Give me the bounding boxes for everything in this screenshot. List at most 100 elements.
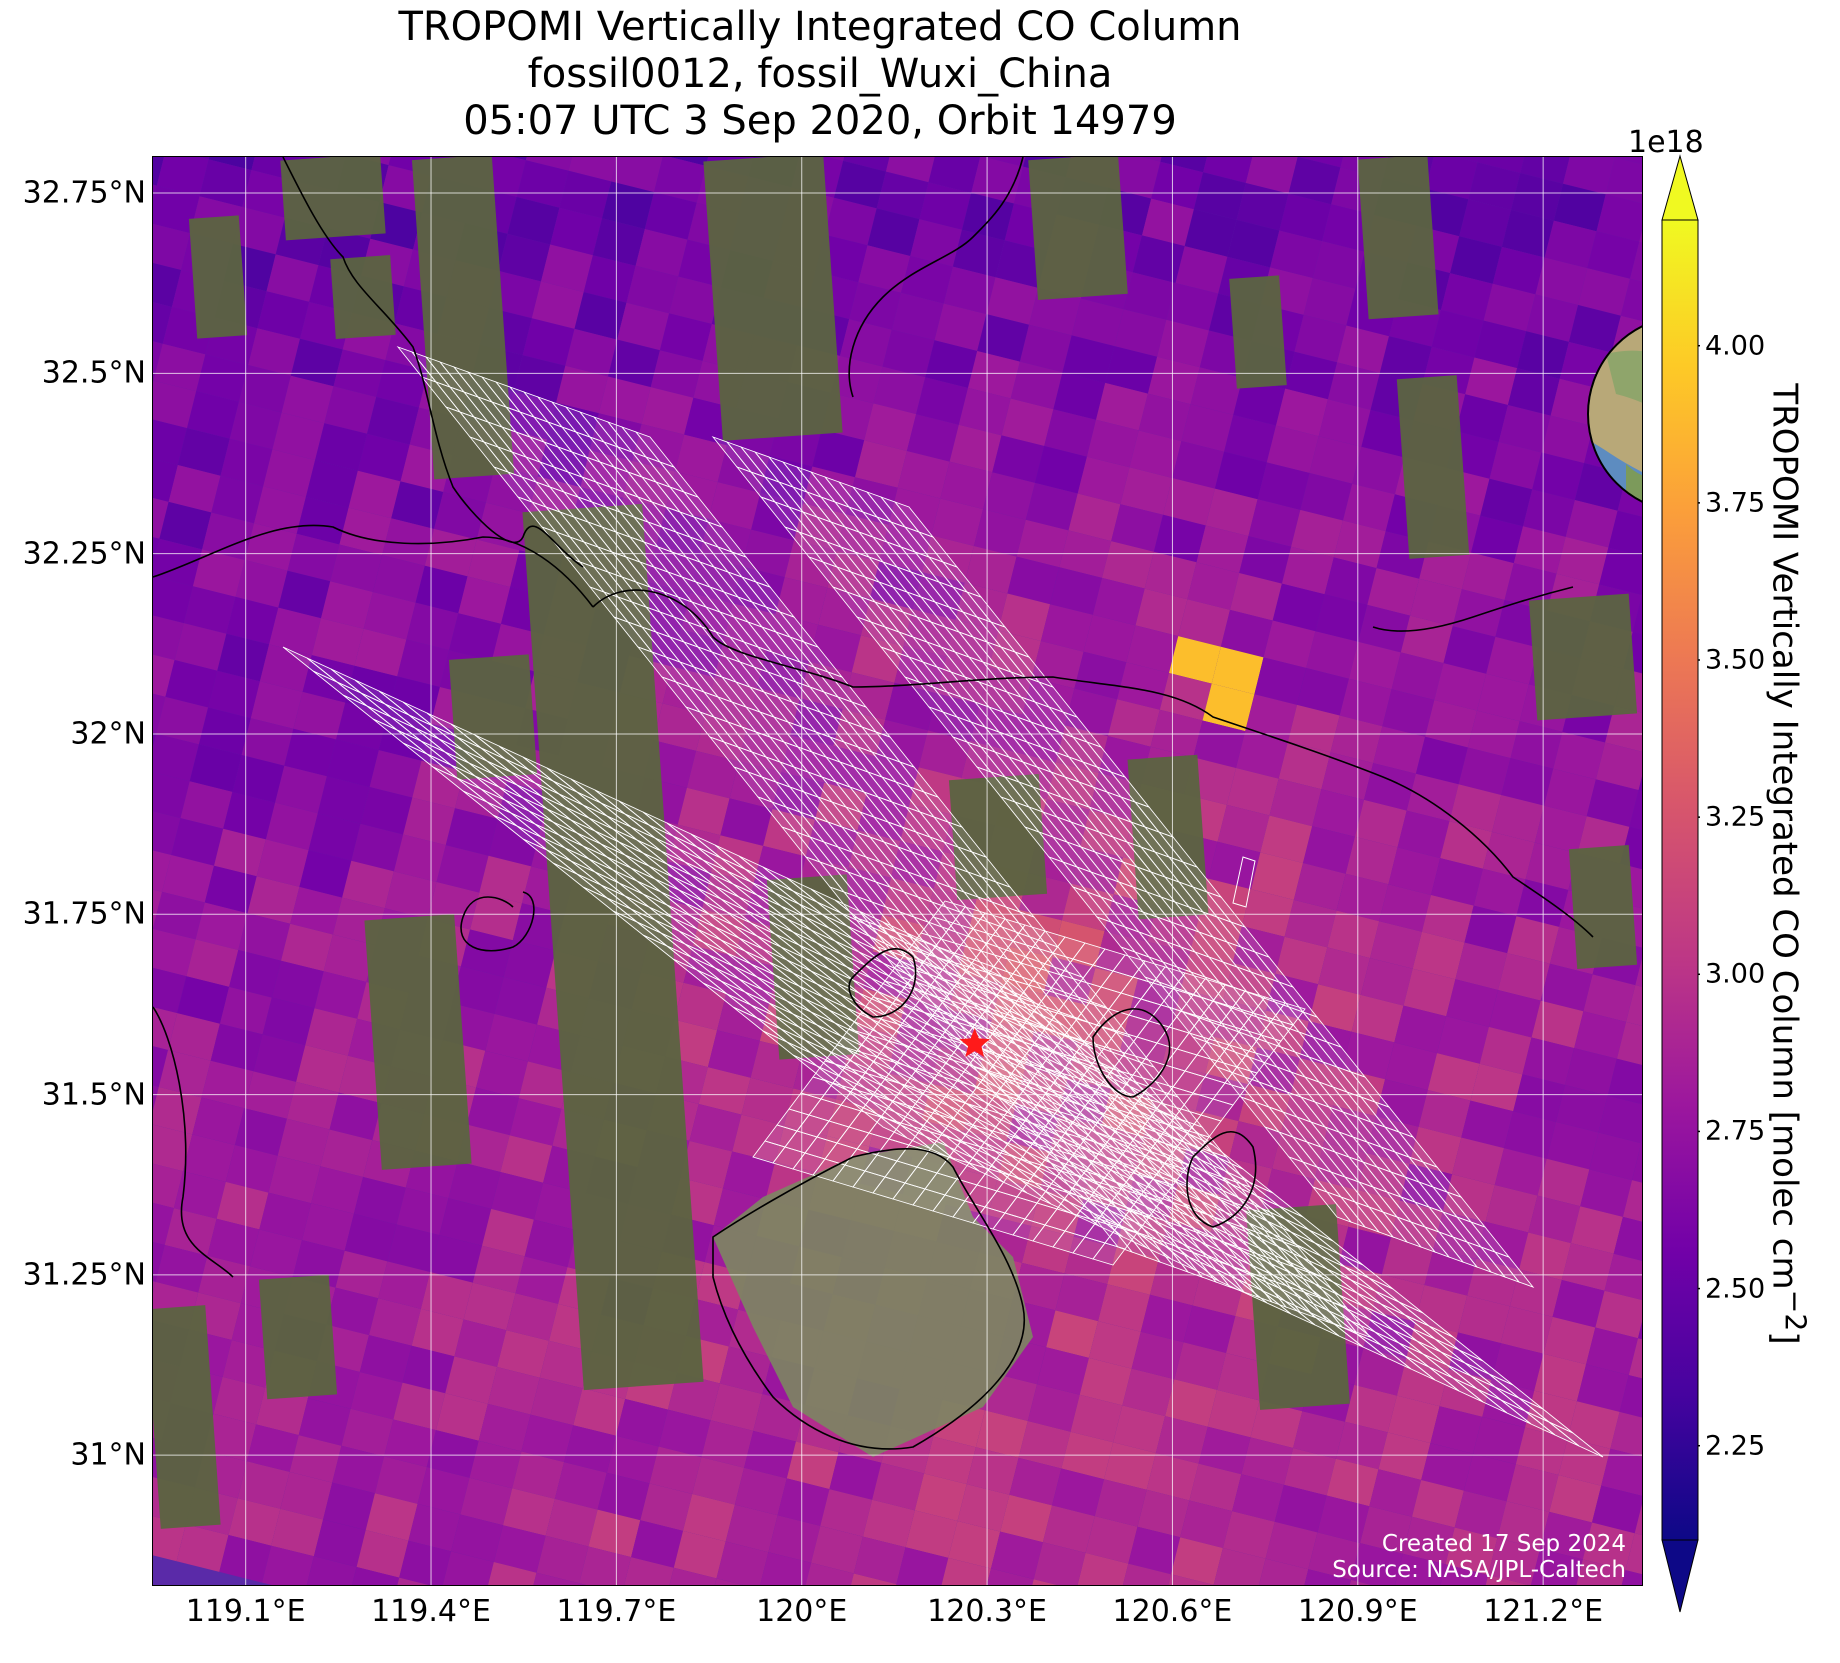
co-pixel [644,192,697,240]
co-pixel [1440,273,1493,321]
co-pixel [1037,1347,1089,1395]
co-pixel [1207,1389,1260,1438]
co-pixel [1565,500,1618,548]
co-pixel [516,160,569,208]
co-pixel [1186,1110,1239,1158]
co-pixel [153,615,184,660]
co-pixel [350,1372,403,1420]
co-pixel [1634,1503,1642,1536]
co-pixel [277,1118,330,1167]
co-pixel [281,923,333,972]
co-pixel [1628,1338,1642,1379]
co-pixel [1312,789,1364,837]
co-pixel [153,732,157,747]
co-pixel [568,157,618,182]
co-pixel [1526,294,1579,342]
co-pixel [946,619,999,668]
co-pixel [469,1440,522,1489]
co-pixel [493,1525,546,1573]
co-pixel [1135,588,1188,637]
co-pixel [654,157,706,203]
co-pixel [1549,1475,1602,1523]
co-pixel [476,1050,528,1099]
co-pixel [211,475,264,524]
co-pixel [1638,1322,1642,1340]
co-pixel [153,157,164,186]
co-pixel [1351,1543,1403,1585]
co-pixel [158,1050,211,1098]
co-pixel [180,781,233,829]
sounding-footprints [282,346,1604,1458]
co-pixel [862,1499,915,1548]
map-panel[interactable]: Created 17 Sep 2024 Source: NASA/JPL-Cal… [152,156,1643,1586]
co-pixel [1516,879,1569,927]
co-pixel [262,1545,314,1585]
co-pixel [153,967,187,1014]
co-pixel [1613,1216,1642,1261]
co-pixel [968,351,1020,399]
co-pixel [1198,1426,1251,1475]
co-pixel [696,714,748,762]
co-pixel [156,157,209,197]
co-pixel [1236,183,1289,231]
target-star-icon [959,1028,990,1057]
co-pixel [1016,519,1069,568]
co-pixel [964,1094,1016,1142]
co-pixel [275,765,327,814]
co-pixel [1086,419,1139,468]
lat-tick-label: 31.5°N [41,1077,146,1113]
co-pixel [250,681,303,729]
co-pixel [1563,157,1615,195]
map-gridlines [153,157,1642,1585]
co-pixel [1626,985,1642,1026]
co-pixel [339,507,392,556]
globe-inset [1586,314,1642,514]
co-pixel [278,570,331,619]
co-pixel [1304,1569,1351,1585]
co-pixel [1230,573,1282,621]
lat-tick-label: 32.75°N [22,175,146,211]
co-pixel [876,719,928,768]
co-pixel [314,971,367,1019]
co-pixel [1001,398,1054,446]
co-pixel [367,397,419,445]
co-pixel [1513,526,1566,574]
co-pixel [408,1503,461,1552]
co-pixel [641,387,694,435]
co-pixel [1070,1394,1123,1443]
co-pixel [153,302,172,344]
co-pixel [365,1493,418,1541]
co-pixel [1464,905,1517,954]
co-pixel [989,630,1041,678]
co-pixel [1345,836,1398,885]
co-pixel [1488,990,1541,1038]
co-pixel [1415,1285,1468,1333]
colorbar-exponent: 1e18 [1628,125,1704,160]
co-pixel [786,1441,839,1490]
co-pixel [177,976,230,1024]
co-pixel [943,266,996,315]
co-pixel [289,1435,342,1483]
imagery-patch [1396,375,1470,559]
co-pixel [1337,325,1389,374]
co-pixel [1387,1395,1440,1444]
co-pixel [1410,578,1462,627]
co-pixel [598,376,651,424]
co-pixel [925,340,978,388]
co-pixel [1501,758,1554,806]
co-pixel [1141,157,1162,162]
co-pixel [1213,1548,1266,1585]
co-pixel [919,182,972,230]
co-pixel [1104,1442,1156,1490]
co-pixel [1229,1121,1282,1169]
coastline [592,589,1594,938]
co-pixel [1458,747,1511,795]
co-pixel [916,377,968,425]
co-pixel [983,472,1035,520]
co-pixel [500,1135,553,1183]
co-pixel [1126,625,1179,673]
coastline [1372,586,1574,632]
co-pixel [1379,336,1432,384]
co-pixel [1312,241,1365,289]
co-pixel [1507,368,1560,416]
